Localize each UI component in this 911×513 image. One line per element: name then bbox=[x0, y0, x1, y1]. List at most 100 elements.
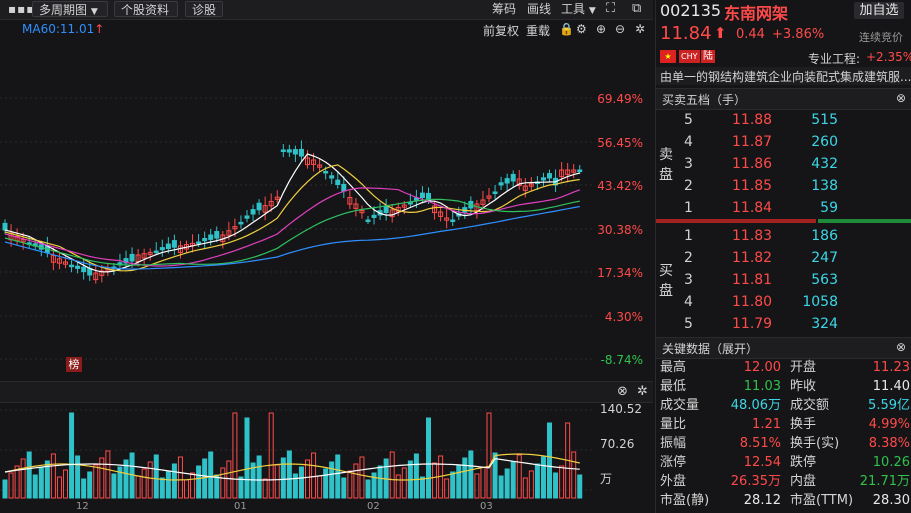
vol-tick: 140.52 bbox=[600, 402, 642, 416]
sector-label[interactable]: 专业工程: bbox=[808, 52, 861, 66]
bid-row[interactable]: 2 11.82 247 bbox=[656, 247, 911, 269]
candle-body bbox=[528, 183, 534, 187]
volume-bar bbox=[81, 478, 87, 499]
volume-bar bbox=[492, 452, 498, 499]
key-value: 28.12 bbox=[743, 493, 781, 508]
tools-dropdown[interactable]: 工具 ▼ bbox=[561, 2, 596, 16]
volume-bar bbox=[305, 459, 310, 499]
moving-average-line bbox=[4, 187, 581, 267]
ask-row[interactable]: 3 11.86 432 bbox=[656, 153, 911, 175]
candle-body bbox=[565, 169, 571, 175]
candle-body bbox=[214, 231, 220, 239]
stock-info-button[interactable]: 个股资料 bbox=[114, 1, 178, 17]
add-watchlist-button[interactable]: 加自选 bbox=[854, 2, 904, 19]
volume-bar bbox=[323, 468, 329, 499]
ask-row[interactable]: 5 11.88 515 bbox=[656, 109, 911, 131]
ask-price: 11.88 bbox=[732, 112, 773, 128]
candle-body bbox=[159, 247, 165, 251]
candle-body bbox=[419, 192, 425, 199]
candle-body bbox=[504, 178, 510, 184]
pre-adjust-button[interactable]: 前复权 bbox=[483, 24, 520, 38]
volume-bar bbox=[20, 458, 26, 499]
key-value: 21.71万 bbox=[859, 474, 910, 489]
volume-bar bbox=[365, 479, 371, 499]
company-desc[interactable]: 由单一的钢结构建筑企业向装配式集成建筑服... bbox=[656, 67, 911, 85]
volume-bar bbox=[353, 463, 359, 499]
close-icon[interactable]: ⊗ bbox=[617, 384, 628, 399]
volume-bar bbox=[450, 471, 456, 499]
key-value: 48.06万 bbox=[730, 398, 781, 413]
volume-bar bbox=[419, 476, 425, 499]
company-desc-text: 由单一的钢结构建筑企业向装配式集成建筑服... bbox=[660, 70, 911, 84]
volume-bar bbox=[534, 463, 540, 499]
key-label: 振幅 bbox=[660, 436, 687, 451]
candle-body bbox=[492, 191, 498, 194]
ask-row[interactable]: 2 11.85 138 bbox=[656, 175, 911, 197]
fullscreen-icon[interactable]: ⛶ bbox=[606, 1, 616, 16]
diagnose-button[interactable]: 诊股 bbox=[185, 1, 223, 17]
volume-bar bbox=[389, 451, 395, 499]
candle-body bbox=[69, 264, 75, 268]
ask-volume: 59 bbox=[820, 200, 838, 216]
auction-status: 连续竞价 bbox=[859, 31, 903, 44]
popout-icon[interactable]: ⧉ bbox=[632, 1, 642, 16]
chevron-down-icon: ▼ bbox=[90, 7, 98, 17]
ask-row[interactable]: 1 11.84 59 bbox=[656, 197, 911, 219]
candle-body bbox=[226, 230, 232, 236]
lock-icon[interactable]: 🔒 bbox=[559, 22, 574, 36]
zoom-in-icon[interactable]: ⊕ bbox=[596, 22, 607, 36]
close-icon[interactable]: ⊗ bbox=[896, 340, 907, 354]
settings-icon[interactable]: ⚙ bbox=[576, 22, 587, 36]
chips-button[interactable]: 筹码 bbox=[492, 2, 517, 16]
bid-row[interactable]: 5 11.79 324 bbox=[656, 313, 911, 335]
volume-bar bbox=[63, 469, 68, 499]
bid-row[interactable]: 3 11.81 563 bbox=[656, 269, 911, 291]
candle-body bbox=[153, 250, 159, 254]
key-label: 换手(实) bbox=[790, 436, 840, 451]
ma60-label: MA60:11.01↑ bbox=[22, 22, 105, 36]
volume-bar bbox=[274, 464, 280, 499]
volume-bar bbox=[359, 456, 365, 499]
candle-body bbox=[262, 205, 268, 213]
volume-bar bbox=[177, 456, 183, 499]
ask-level: 1 bbox=[684, 200, 693, 216]
period-dropdown[interactable]: 多周期图 ▼ bbox=[32, 1, 108, 17]
overlay-button[interactable]: 重载 bbox=[526, 24, 551, 38]
volume-bar bbox=[335, 454, 341, 499]
candle-body bbox=[2, 222, 8, 231]
volume-bar bbox=[456, 464, 462, 499]
bid-level: 2 bbox=[684, 250, 693, 266]
candle-body bbox=[286, 149, 292, 153]
kline-chart[interactable] bbox=[0, 40, 653, 380]
candle-body bbox=[256, 202, 262, 211]
volume-bar bbox=[99, 457, 105, 499]
zoom-out-icon[interactable]: ⊖ bbox=[615, 22, 626, 36]
volume-bar bbox=[540, 456, 546, 499]
draw-line-button[interactable]: 画线 bbox=[527, 2, 552, 16]
close-icon[interactable]: ⊗ bbox=[896, 91, 907, 105]
rank-badge[interactable]: 榜 bbox=[66, 357, 82, 372]
gear-icon[interactable]: ✲ bbox=[635, 22, 646, 36]
volume-chart[interactable] bbox=[0, 402, 653, 513]
bid-volume: 324 bbox=[811, 316, 838, 332]
volume-header: ⊗ ✲ bbox=[0, 381, 653, 403]
more-dots-icon[interactable]: ▪▪▪ bbox=[8, 2, 36, 16]
price-change-pct: +3.86% bbox=[772, 27, 825, 42]
bid-row[interactable]: 1 11.83 186 bbox=[656, 225, 911, 247]
volume-bar bbox=[268, 412, 274, 499]
ask-price: 11.85 bbox=[732, 178, 773, 194]
bid-row[interactable]: 4 11.80 1058 bbox=[656, 291, 911, 313]
candle-body bbox=[516, 178, 522, 187]
volume-bar bbox=[165, 470, 171, 499]
candle-body bbox=[99, 270, 105, 276]
candle-body bbox=[129, 253, 135, 262]
ask-level: 5 bbox=[684, 112, 693, 128]
key-data-title[interactable]: 关键数据（展开） bbox=[662, 342, 759, 356]
settings-icon[interactable]: ✲ bbox=[637, 384, 648, 399]
volume-ma-line bbox=[4, 458, 580, 481]
volume-bar bbox=[220, 467, 226, 499]
key-value: 12.54 bbox=[743, 455, 781, 470]
candle-body bbox=[401, 204, 407, 208]
ask-row[interactable]: 4 11.87 260 bbox=[656, 131, 911, 153]
candle-body bbox=[329, 175, 335, 179]
